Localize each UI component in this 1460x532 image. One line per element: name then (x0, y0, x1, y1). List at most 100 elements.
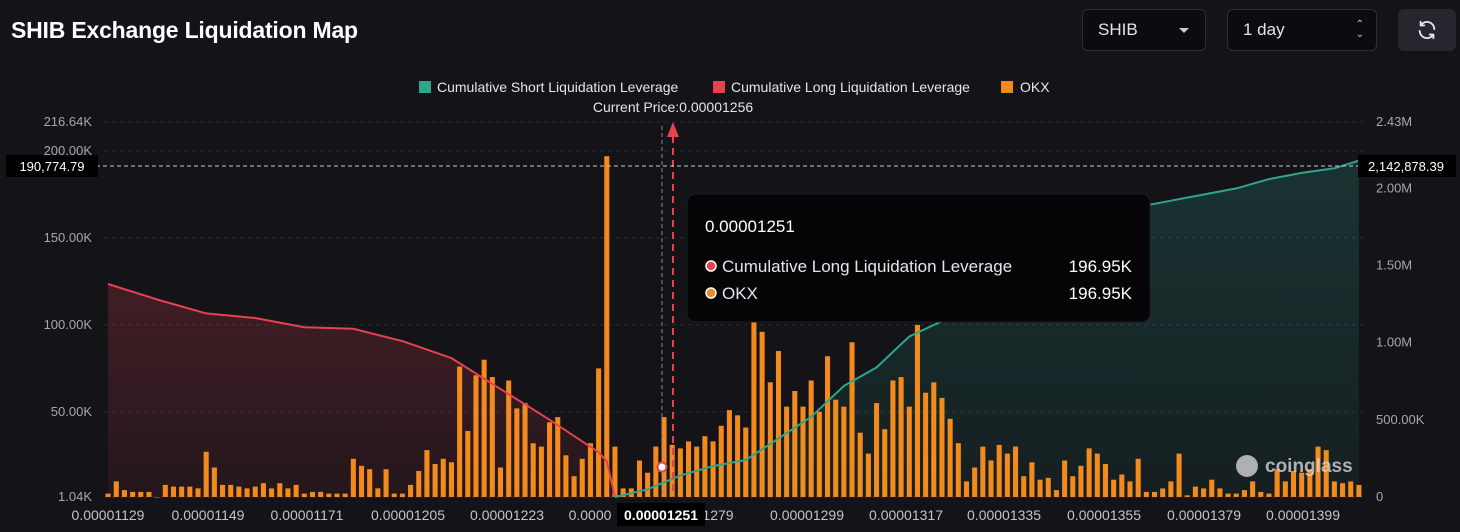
okx-bar (293, 484, 299, 497)
okx-bar (1274, 469, 1280, 497)
okx-bar (784, 406, 790, 497)
okx-bar (399, 493, 405, 497)
okx-bar (203, 451, 209, 497)
okx-bar (1004, 453, 1010, 497)
okx-bar (645, 472, 651, 497)
okx-bar (1021, 476, 1027, 497)
okx-bar (563, 455, 569, 497)
crosshair-left-value: 190,774.79 (19, 159, 84, 174)
okx-bar (743, 427, 749, 497)
okx-bar (865, 453, 871, 497)
crosshair-right-value: 2,142,878.39 (1368, 159, 1444, 174)
tooltip: 0.00001251 Cumulative Long Liquidation L… (686, 193, 1151, 323)
tooltip-box (686, 193, 1151, 323)
okx-bar (334, 493, 340, 497)
okx-bar (383, 469, 389, 497)
tooltip-title: 0.00001251 (705, 217, 795, 236)
okx-bar (1290, 471, 1297, 497)
okx-bar (1323, 450, 1329, 497)
okx-bar (424, 450, 430, 497)
okx-bar (1135, 458, 1141, 497)
okx-bar (710, 441, 716, 497)
okx-bar (702, 436, 708, 497)
refresh-icon (1418, 20, 1436, 40)
okx-bar (342, 493, 348, 497)
okx-bar (890, 380, 896, 497)
okx-bar (130, 491, 136, 497)
y-left-tick-label: 150.00K (44, 230, 93, 245)
okx-bar (211, 467, 217, 497)
okx-bar (367, 469, 373, 497)
okx-bar (538, 446, 544, 497)
okx-bar (718, 425, 724, 497)
okx-bar (1266, 493, 1272, 497)
okx-bar (1037, 479, 1043, 497)
okx-bar (506, 380, 512, 497)
okx-bar (775, 351, 781, 497)
okx-bar (1282, 481, 1288, 497)
y-axis-right: 2.43M 2.00M 1.50M 1.00M 500.00K 0 (1376, 114, 1425, 504)
okx-bar (1201, 488, 1207, 497)
okx-bar (1225, 493, 1231, 497)
y-left-tick-label: 200.00K (44, 143, 93, 158)
legend-label-long[interactable]: Cumulative Long Liquidation Leverage (731, 79, 970, 95)
okx-bar (677, 448, 683, 497)
okx-bar (792, 391, 798, 497)
okx-bar (653, 446, 659, 497)
okx-bar (980, 446, 986, 497)
watermark-text: coinglass (1265, 456, 1353, 477)
okx-bar (1086, 448, 1092, 497)
okx-bar (1331, 481, 1337, 497)
x-tick-label: 0.00001379 (1167, 507, 1241, 523)
chart-legend: Cumulative Short Liquidation Leverage Cu… (419, 79, 1050, 95)
okx-bar (113, 481, 119, 497)
coin-select-value: SHIB (1098, 20, 1138, 39)
okx-bar (579, 458, 585, 497)
okx-bar (465, 431, 471, 497)
okx-bar (694, 446, 700, 497)
period-select[interactable]: 1 day ⌃ ⌄ (1227, 9, 1377, 51)
okx-bar (1184, 495, 1190, 497)
okx-bar (481, 359, 487, 497)
okx-bar (1111, 479, 1117, 497)
refresh-button[interactable] (1398, 9, 1456, 51)
legend-swatch-short (419, 81, 431, 93)
okx-bar (448, 462, 454, 497)
okx-bar (1151, 491, 1158, 497)
okx-bar (1102, 464, 1109, 497)
crosshair-left-label-bg (6, 155, 98, 177)
okx-bar (1315, 446, 1321, 497)
legend-label-okx[interactable]: OKX (1020, 79, 1050, 95)
okx-bar (170, 486, 177, 497)
okx-bar (1348, 481, 1354, 497)
okx-bar (260, 483, 266, 497)
y-right-tick-label: 500.00K (1376, 412, 1425, 427)
y-left-tick-label: 216.64K (44, 114, 93, 129)
okx-bar (1192, 486, 1198, 497)
y-right-tick-label: 1.50M (1376, 258, 1412, 273)
crosshair-x-value: 0.00001251 (624, 507, 698, 523)
okx-bar (138, 491, 144, 497)
okx-bar (1013, 446, 1019, 497)
okx-bar (547, 422, 553, 497)
y-right-tick-label: 1.00M (1376, 335, 1412, 350)
legend-label-short[interactable]: Cumulative Short Liquidation Leverage (437, 79, 678, 95)
y-left-tick-label: 50.00K (51, 404, 93, 419)
okx-bar (416, 471, 422, 497)
y-left-tick-label: 100.00K (44, 317, 93, 332)
okx-bar (555, 417, 561, 497)
okx-bar (105, 493, 111, 497)
okx-bar (195, 488, 201, 497)
x-tick-label: 0.00001149 (172, 507, 245, 523)
coin-select[interactable]: SHIB (1082, 9, 1206, 51)
chevron-down-icon (1179, 28, 1189, 33)
okx-bar (947, 418, 953, 497)
okx-bar (1176, 453, 1182, 497)
okx-bar (1053, 490, 1059, 497)
x-axis: 0.00001129 0.00001149 0.00001171 0.00001205… (72, 507, 1341, 523)
okx-bar (833, 399, 839, 497)
okx-bar (489, 377, 495, 497)
okx-bar (1258, 491, 1264, 497)
okx-bar (963, 481, 970, 497)
current-price-arrow-icon (667, 122, 679, 137)
